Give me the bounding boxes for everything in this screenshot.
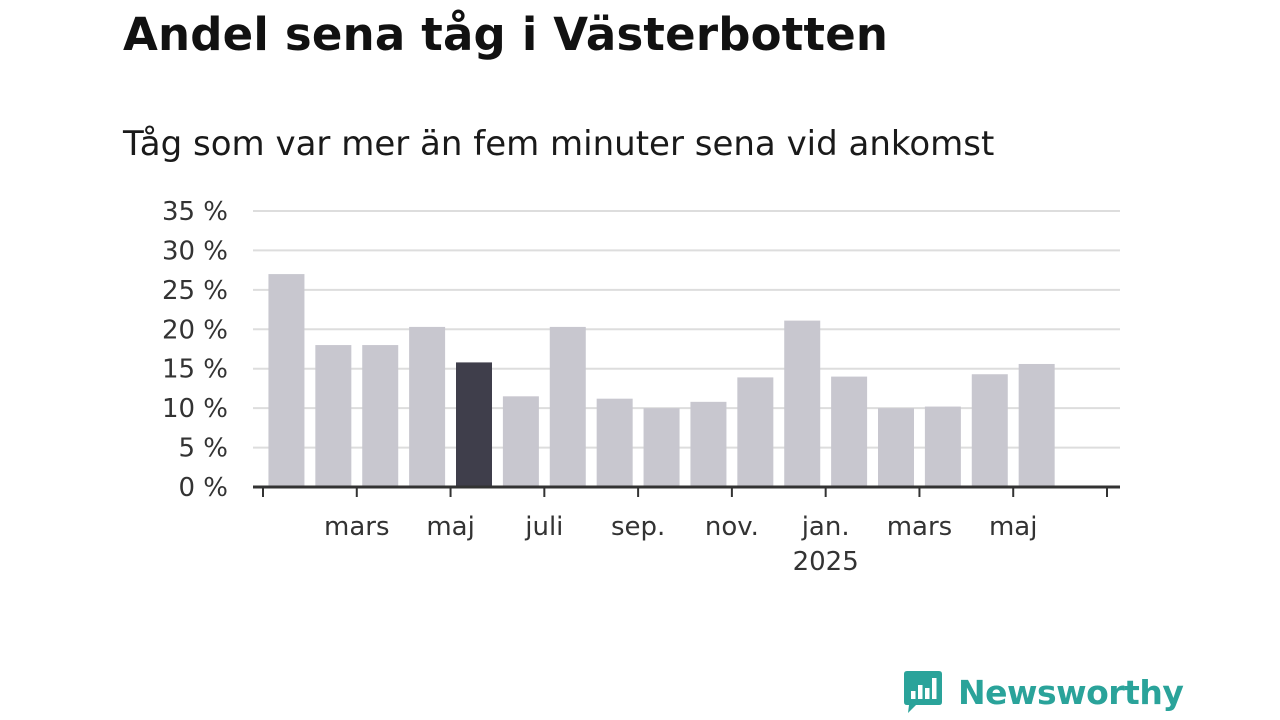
- x-tick-sublabel: 2025: [793, 547, 859, 577]
- bar: [690, 401, 727, 487]
- y-tick-label: 25 %: [162, 276, 228, 306]
- brand-name: Newsworthy: [958, 672, 1184, 712]
- bar: [362, 345, 399, 487]
- y-tick-label: 15 %: [162, 355, 228, 385]
- y-tick-label: 20 %: [162, 315, 228, 345]
- x-tick-label: jan.: [801, 512, 850, 542]
- bars: [268, 274, 1055, 487]
- y-tick-label: 10 %: [162, 394, 228, 424]
- x-tick-label: sep.: [611, 512, 665, 542]
- x-tick-label: juli: [524, 512, 563, 542]
- bar: [924, 406, 961, 487]
- bar: [831, 376, 868, 487]
- y-tick-label: 30 %: [162, 236, 228, 266]
- bar: [596, 398, 633, 487]
- bar: [409, 326, 446, 487]
- bar: [456, 362, 492, 487]
- y-tick-label: 35 %: [162, 197, 228, 227]
- y-tick-label: 5 %: [178, 434, 228, 464]
- x-axis-tick-labels: mars maj juli sep. nov. jan. 2025 mars maj: [324, 512, 1037, 577]
- bar: [549, 326, 586, 487]
- x-tick-label: mars: [324, 512, 390, 542]
- chart-subtitle: Tåg som var mer än fem minuter sena vid …: [123, 124, 995, 164]
- bar: [878, 408, 914, 487]
- x-tick-label: maj: [426, 512, 474, 542]
- brand-logo: Newsworthy: [902, 668, 1184, 716]
- bar: [784, 320, 821, 487]
- x-tick-label: maj: [989, 512, 1037, 542]
- x-tick-label: mars: [887, 512, 953, 542]
- bar: [502, 396, 539, 487]
- bar: [315, 345, 352, 487]
- bar: [737, 377, 774, 487]
- x-tick-label: nov.: [705, 512, 759, 542]
- bar-chart: 0 % 5 % 10 % 15 % 20 % 25 % 30 % 35 % mars maj ju…: [162, 197, 1120, 577]
- bar: [643, 408, 680, 487]
- bar: [268, 274, 305, 487]
- x-axis: [253, 485, 1120, 497]
- y-tick-label: 0 %: [178, 473, 228, 503]
- bar: [1018, 363, 1055, 487]
- bar-chart-speech-bubble-icon: [904, 671, 942, 713]
- bar: [971, 374, 1008, 487]
- chart-title: Andel sena tåg i Västerbotten: [123, 8, 889, 61]
- y-axis-tick-labels: 0 % 5 % 10 % 15 % 20 % 25 % 30 % 35 %: [162, 197, 228, 503]
